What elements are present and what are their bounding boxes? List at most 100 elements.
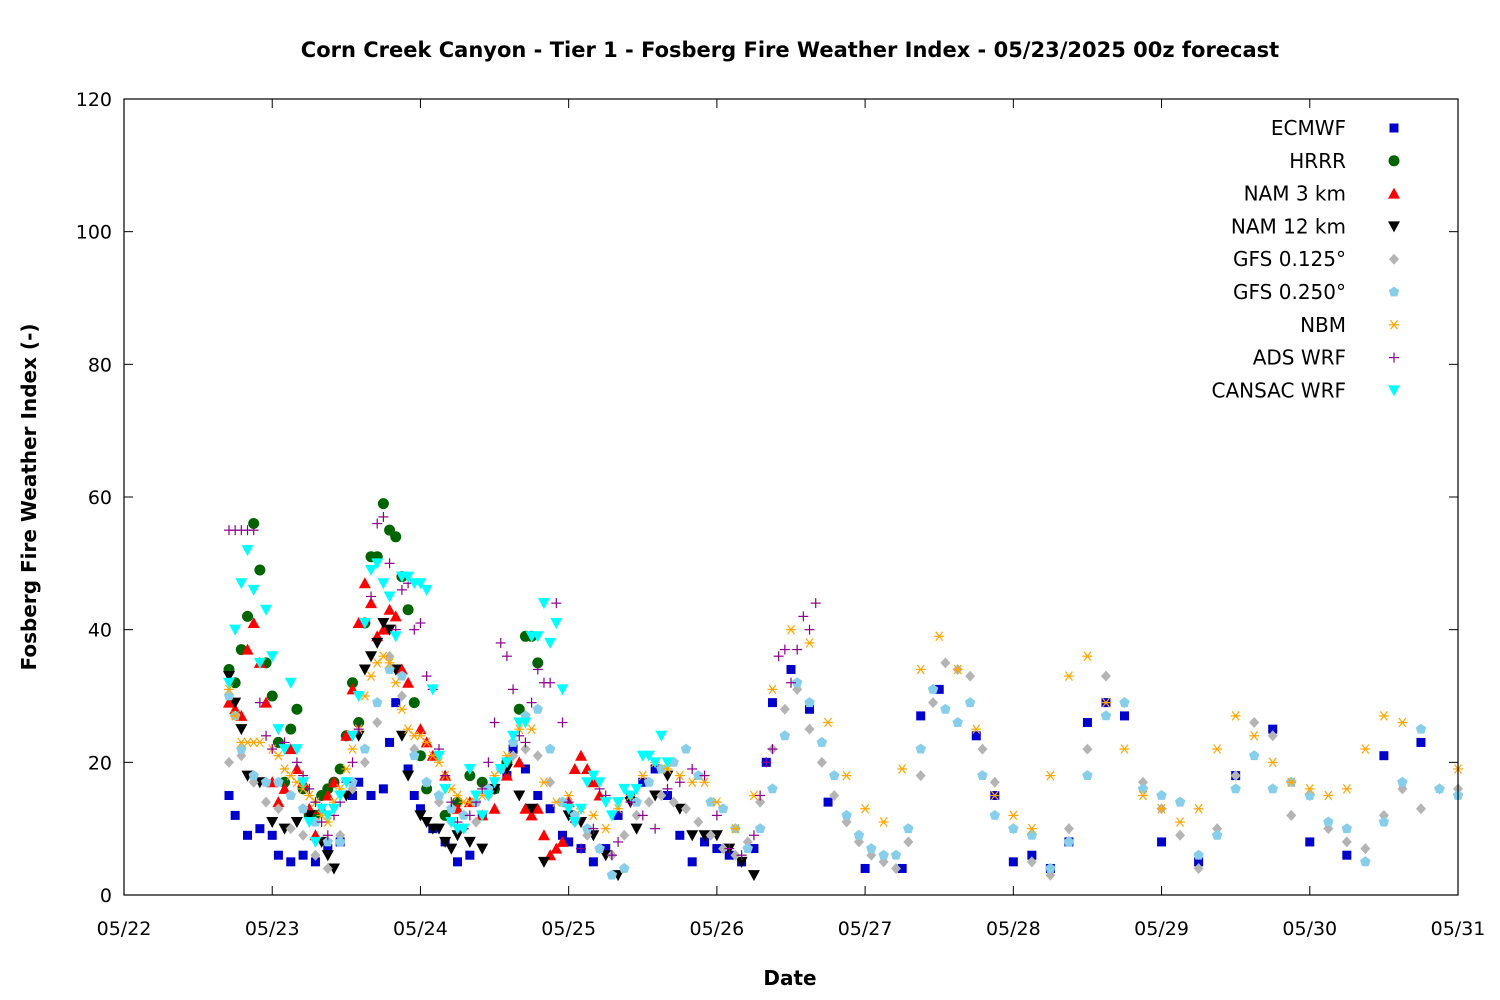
data-point (414, 578, 427, 590)
data-point (494, 763, 507, 775)
data-point (297, 803, 309, 814)
data-point (501, 651, 512, 662)
data-point (630, 823, 643, 835)
data-point (421, 776, 432, 787)
data-point (564, 837, 574, 847)
data-point (390, 677, 401, 688)
y-tick-label: 100 (76, 222, 112, 244)
data-point (1286, 809, 1297, 821)
data-point (402, 571, 415, 583)
data-point (378, 651, 389, 662)
data-point (630, 783, 643, 795)
data-point (1212, 744, 1223, 754)
data-point (952, 664, 963, 675)
data-point (588, 823, 599, 834)
data-point (1063, 823, 1074, 835)
data-point (588, 857, 598, 867)
x-tick-label: 05/30 (1282, 918, 1337, 940)
data-point (358, 664, 371, 676)
data-point (432, 823, 445, 835)
data-point (463, 836, 476, 848)
data-point (327, 863, 340, 875)
data-point (254, 564, 266, 576)
data-point (315, 803, 328, 815)
data-point (823, 717, 834, 728)
data-point (642, 750, 655, 762)
data-point (1063, 836, 1075, 847)
legend-marker (1388, 286, 1400, 297)
data-point (1194, 857, 1204, 867)
legend-label: NAM 3 km (1244, 182, 1346, 206)
y-tick-label: 120 (76, 89, 112, 111)
data-point (1100, 670, 1111, 682)
y-tick-label: 0 (100, 885, 112, 907)
data-point (358, 577, 371, 589)
data-point (458, 809, 469, 820)
data-point (500, 769, 513, 781)
data-point (675, 830, 685, 840)
data-point (649, 757, 662, 769)
data-point (408, 697, 420, 709)
data-point (804, 638, 815, 648)
data-point (1267, 757, 1278, 768)
data-point (489, 717, 500, 728)
data-point (346, 730, 359, 742)
data-point (321, 850, 334, 862)
data-point (366, 791, 376, 800)
data-point (1379, 751, 1389, 761)
data-point (322, 836, 333, 847)
legend-label: GFS 0.125° (1233, 247, 1346, 271)
data-point (1360, 744, 1371, 754)
data-point (786, 677, 796, 688)
data-point (365, 597, 378, 609)
data-point (915, 743, 926, 754)
data-point (378, 784, 388, 794)
data-point (520, 764, 530, 774)
legend-label: ADS WRF (1253, 346, 1346, 370)
data-point (1100, 710, 1112, 721)
x-tick-label: 05/26 (690, 918, 745, 940)
data-point (860, 863, 870, 873)
data-point (1157, 837, 1167, 847)
data-point (471, 816, 482, 828)
data-point (476, 776, 488, 788)
data-point (309, 836, 322, 848)
x-tick-label: 05/31 (1431, 918, 1486, 940)
data-point (353, 724, 364, 735)
data-point (533, 791, 543, 800)
series-nbm (223, 624, 1463, 834)
data-point (890, 849, 902, 860)
data-point (662, 791, 672, 800)
data-point (1397, 717, 1408, 728)
data-point (556, 684, 569, 696)
data-point (532, 657, 544, 669)
data-point (222, 696, 235, 708)
data-point (304, 790, 315, 801)
data-point (1230, 711, 1241, 721)
data-point (705, 796, 716, 807)
data-point (285, 790, 296, 800)
data-point (841, 770, 852, 781)
data-point (767, 744, 778, 755)
data-point (248, 770, 259, 780)
data-point (545, 776, 556, 788)
data-point (581, 777, 594, 789)
data-point (698, 830, 711, 842)
data-point (267, 830, 277, 840)
data-point (432, 750, 445, 762)
plot-area (222, 498, 1464, 882)
data-point (365, 651, 378, 663)
data-point (323, 844, 333, 854)
data-point (662, 764, 673, 774)
series-cansac-wrf (222, 545, 674, 848)
data-point (965, 670, 976, 682)
data-point (903, 836, 914, 848)
data-point (254, 697, 265, 708)
data-point (507, 736, 519, 747)
data-point (853, 829, 865, 840)
data-point (1045, 863, 1056, 873)
data-point (439, 836, 452, 848)
data-point (230, 711, 241, 721)
data-point (354, 777, 364, 787)
data-point (545, 804, 555, 814)
